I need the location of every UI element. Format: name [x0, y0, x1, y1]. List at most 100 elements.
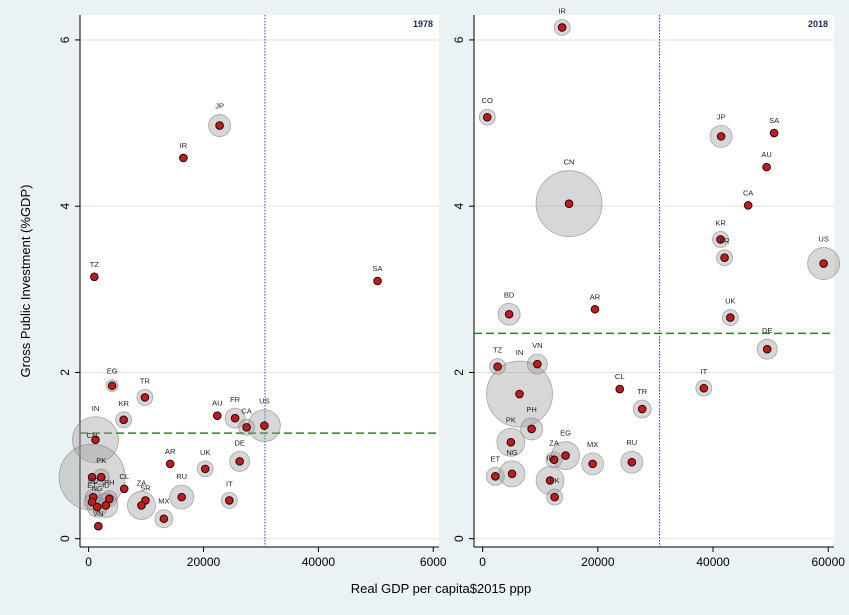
data-point	[491, 472, 500, 481]
point-label: RU	[626, 438, 637, 447]
data-point	[769, 128, 779, 138]
point-label: ZA	[549, 439, 559, 448]
data-point	[545, 476, 555, 485]
point-label: VN	[93, 509, 103, 518]
point-label: BD	[88, 476, 99, 485]
data-point	[179, 153, 188, 163]
point-label: AU	[212, 399, 222, 408]
point-label: ID	[102, 480, 110, 489]
y-tick-label: 4	[452, 203, 466, 210]
data-point	[104, 494, 114, 504]
data-point	[726, 313, 735, 322]
point-label: DE	[762, 326, 772, 335]
point-label: PK	[96, 456, 106, 465]
data-point	[507, 469, 517, 479]
point-label: AR	[165, 447, 176, 456]
point-label: DE	[234, 438, 244, 447]
point-label: IT	[226, 479, 233, 488]
point-label: IN	[516, 348, 524, 357]
point-label: US	[818, 235, 828, 244]
data-point	[615, 384, 625, 394]
data-point	[550, 492, 559, 502]
data-point	[637, 404, 647, 414]
y-tick-label: 0	[452, 535, 466, 542]
data-point	[716, 132, 726, 141]
data-point	[200, 464, 210, 474]
data-point	[260, 421, 269, 430]
point-label: ID	[546, 454, 554, 463]
data-point	[716, 235, 725, 244]
point-label: EG	[560, 429, 571, 438]
data-point	[762, 344, 772, 354]
data-point	[91, 435, 100, 445]
data-point	[159, 514, 169, 524]
point-label: JP	[215, 102, 224, 111]
x-tick-label: 6000	[420, 555, 447, 569]
point-label: CL	[615, 372, 625, 381]
point-label: CA	[743, 188, 753, 197]
data-point	[373, 276, 382, 286]
point-label: SA	[769, 116, 779, 125]
data-point	[588, 459, 597, 469]
point-label: CN	[564, 158, 575, 167]
point-label: NG	[92, 484, 103, 493]
data-point	[527, 424, 536, 434]
data-point	[564, 199, 574, 208]
point-label: IT	[700, 367, 707, 376]
x-tick-label: 60000	[812, 555, 846, 569]
y-tick-label: 0	[58, 535, 72, 542]
point-label: ET	[87, 481, 97, 490]
data-point	[230, 413, 240, 423]
point-label: US	[259, 397, 269, 406]
data-point	[627, 457, 637, 467]
data-point	[515, 389, 524, 399]
point-label: RU	[176, 472, 187, 481]
data-point	[762, 162, 771, 172]
data-point	[107, 381, 117, 391]
point-label: AU	[761, 150, 771, 159]
point-label: UK	[200, 448, 210, 457]
data-point	[699, 383, 709, 393]
data-point	[235, 457, 244, 466]
data-point	[720, 253, 729, 263]
y-tick-label: 2	[452, 369, 466, 376]
data-point	[482, 112, 492, 122]
data-point	[212, 411, 222, 420]
data-point	[94, 521, 103, 531]
data-point	[92, 502, 102, 512]
point-label: PK	[506, 415, 516, 424]
x-axis-title: Real GDP per capita$2015 ppp	[351, 581, 531, 596]
data-point	[87, 497, 97, 507]
point-label: ET	[491, 454, 501, 463]
point-label: AR	[590, 292, 601, 301]
data-point	[590, 304, 600, 314]
data-point	[215, 121, 224, 130]
x-tick-label: 20000	[581, 555, 615, 569]
y-tick-label: 6	[58, 36, 72, 43]
point-label: EG	[107, 367, 118, 376]
data-point	[165, 459, 175, 469]
data-point	[819, 259, 828, 268]
point-label: JP	[717, 112, 726, 121]
point-label: NG	[506, 448, 517, 457]
plot-area-1	[474, 15, 834, 547]
point-label: KR	[715, 218, 726, 227]
point-label: IR	[180, 141, 188, 150]
data-point	[119, 415, 128, 425]
point-label: TR	[140, 376, 151, 385]
x-tick-label: 40000	[302, 555, 336, 569]
data-point	[533, 359, 542, 369]
point-label: FR	[720, 237, 731, 246]
data-point	[90, 272, 99, 282]
point-label: PH	[104, 478, 114, 487]
point-label: IR	[558, 6, 566, 15]
point-label: PK	[550, 476, 560, 485]
data-point	[504, 309, 514, 319]
x-tick-label: 40000	[696, 555, 730, 569]
data-point	[557, 23, 567, 32]
data-point	[101, 501, 111, 510]
point-label: CL	[119, 472, 129, 481]
x-tick-label: 20000	[187, 555, 221, 569]
